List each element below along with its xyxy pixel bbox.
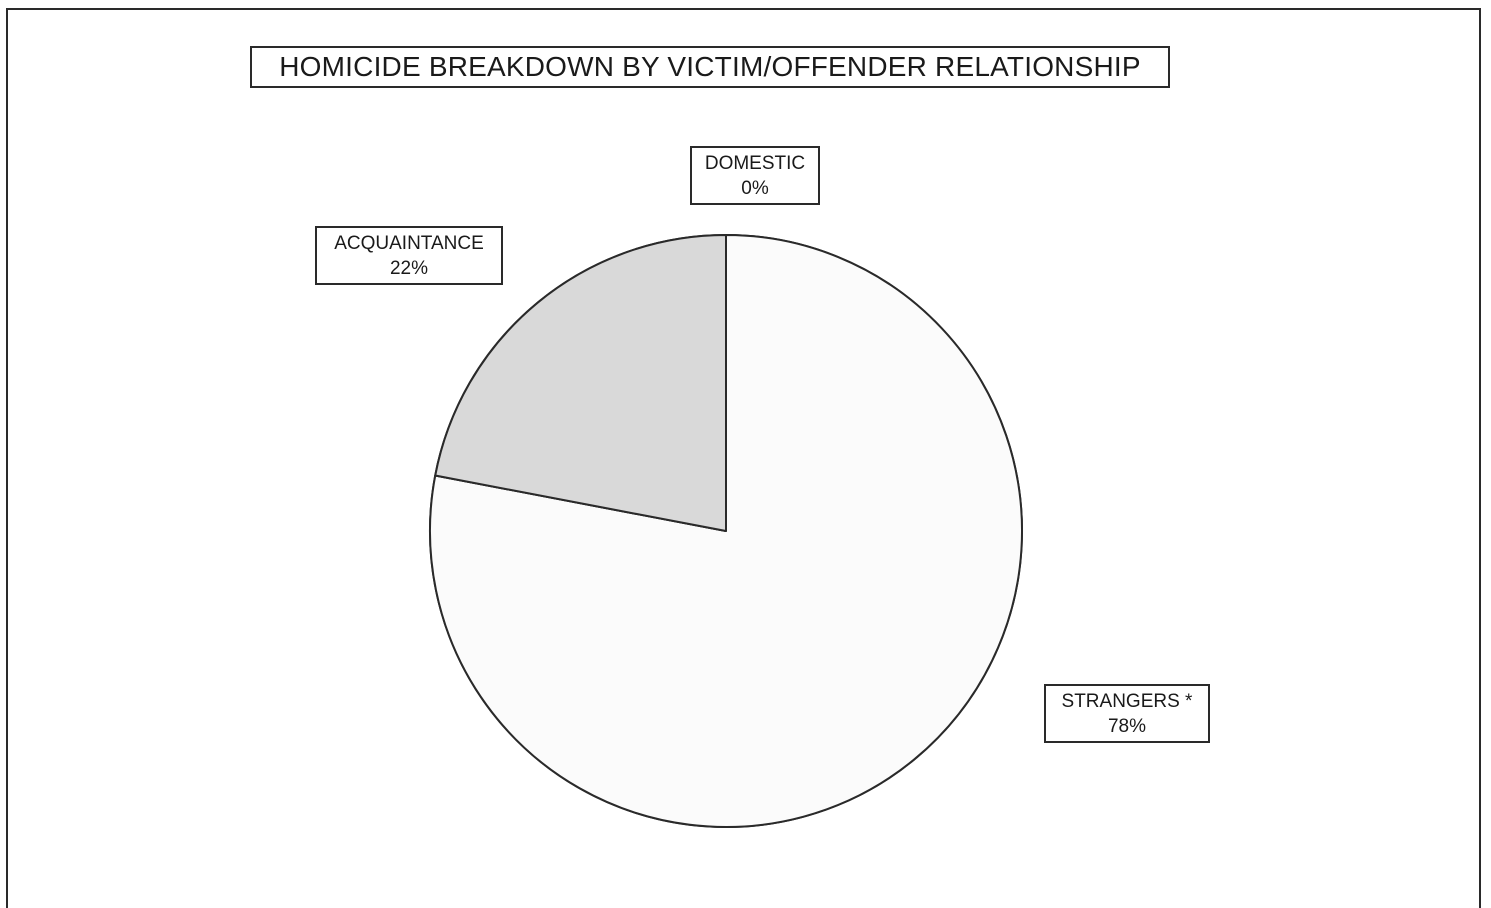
pie-slice-strangers [429,234,1023,828]
pie-slice-acquaintance [434,234,727,532]
slice-label-domestic-name: DOMESTIC [704,153,806,174]
slice-label-strangers-value: 78% [1107,716,1147,737]
chart-title: HOMICIDE BREAKDOWN BY VICTIM/OFFENDER RE… [250,46,1170,88]
slice-label-domestic: DOMESTIC 0% [690,146,820,205]
slice-label-strangers: STRANGERS * 78% [1044,684,1210,743]
slice-label-domestic-value: 0% [741,178,769,199]
slice-label-strangers-name: STRANGERS * [1061,691,1193,712]
slice-label-acquaintance-name: ACQUAINTANCE [334,233,484,254]
slice-label-acquaintance-value: 22% [389,258,429,279]
slice-label-acquaintance: ACQUAINTANCE 22% [315,226,503,285]
